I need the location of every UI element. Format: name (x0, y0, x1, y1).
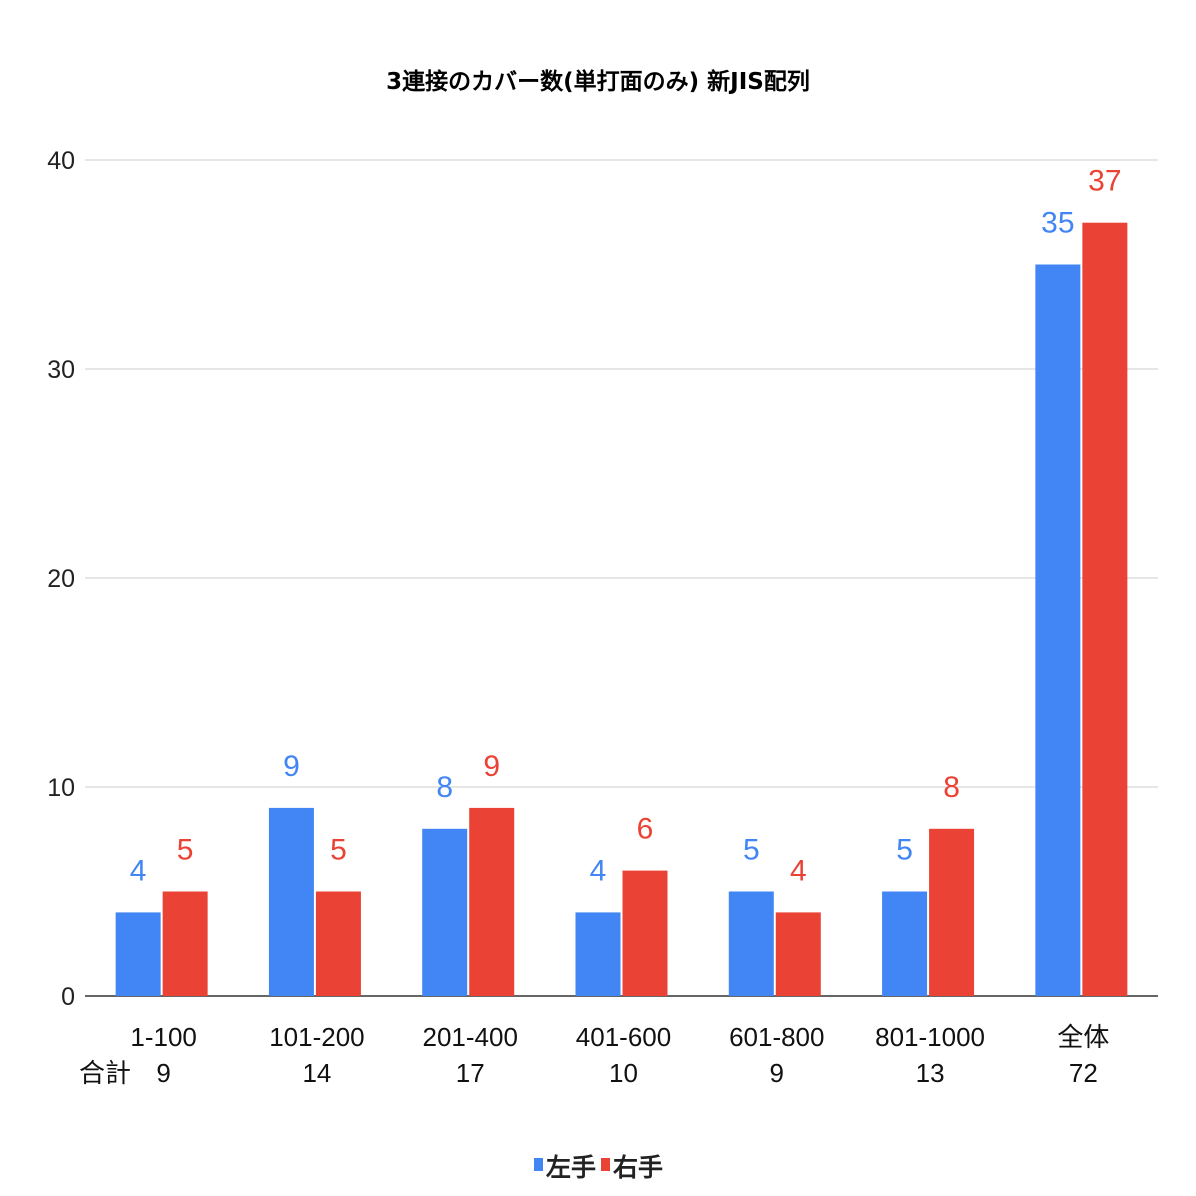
data-label: 8 (436, 771, 453, 804)
category-total: 14 (302, 1058, 331, 1088)
y-tick-label: 40 (47, 147, 75, 175)
data-label: 9 (283, 750, 300, 783)
legend-label: 右手 (613, 1153, 663, 1182)
data-label: 35 (1041, 207, 1074, 240)
totals-row-label: 合計 (79, 1058, 131, 1088)
bar (1035, 264, 1081, 996)
data-label: 5 (177, 834, 194, 867)
bar (315, 891, 361, 996)
y-tick-label: 30 (47, 356, 75, 384)
x-tick-label: 1-100 (130, 1022, 197, 1052)
data-label: 4 (590, 854, 607, 887)
data-label: 37 (1088, 165, 1121, 198)
x-tick-label: 401-600 (576, 1022, 671, 1052)
bar (1082, 222, 1128, 996)
y-tick-label: 20 (47, 565, 75, 593)
bar (469, 807, 515, 996)
x-tick-label: 801-1000 (875, 1022, 985, 1052)
data-label: 6 (637, 813, 654, 846)
x-tick-label: 101-200 (269, 1022, 364, 1052)
data-label: 5 (896, 834, 913, 867)
bar (162, 891, 208, 996)
bars (115, 222, 1128, 996)
x-tick-label: 201-400 (423, 1022, 518, 1052)
x-tick-label: 全体 (1057, 1022, 1109, 1052)
data-label: 5 (330, 834, 347, 867)
data-label: 8 (943, 771, 960, 804)
legend-swatch (534, 1158, 543, 1171)
gridlines (85, 159, 1158, 997)
bar (422, 828, 468, 996)
data-label: 9 (483, 750, 500, 783)
category-total: 13 (916, 1058, 945, 1088)
bar (929, 828, 975, 996)
category-total: 9 (770, 1058, 784, 1088)
x-axis: 合計 1-100 9 101-200 14 201-400 17 401-600 10 601-… (79, 1022, 1109, 1088)
data-label: 4 (790, 854, 807, 887)
bar (268, 807, 314, 996)
category-total: 9 (156, 1058, 170, 1088)
legend-swatch (601, 1158, 610, 1171)
bar (622, 870, 668, 996)
y-tick-label: 10 (47, 774, 75, 802)
bar (728, 891, 774, 996)
y-axis: 0 10 20 30 40 (47, 147, 75, 1011)
legend-label: 左手 (546, 1153, 596, 1182)
bar (115, 912, 161, 996)
category-total: 10 (609, 1058, 638, 1088)
bar (882, 891, 928, 996)
bar (575, 912, 621, 996)
category-total: 72 (1069, 1058, 1098, 1088)
chart-title: 3連接のカバー数(単打面のみ) 新JIS配列 (386, 68, 810, 95)
x-tick-label: 601-800 (729, 1022, 824, 1052)
data-label: 5 (743, 834, 760, 867)
legend: 左手 右手 (534, 1153, 663, 1182)
y-tick-label: 0 (61, 983, 75, 1011)
data-label: 4 (130, 854, 147, 887)
category-total: 17 (456, 1058, 485, 1088)
bar (775, 912, 821, 996)
